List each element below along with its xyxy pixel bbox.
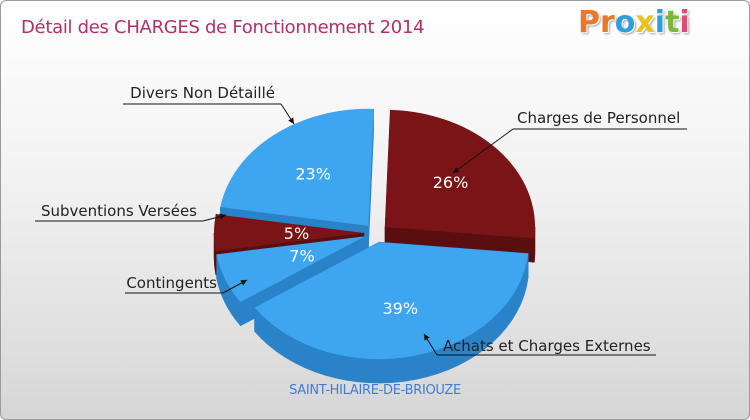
commune-name: SAINT-HILAIRE-DE-BRIOUZE — [289, 383, 461, 398]
leader-arrow — [423, 333, 438, 356]
pie-slice — [214, 214, 365, 251]
pie-slice — [254, 242, 529, 360]
chart-title: Détail des CHARGES de Fonctionnement 201… — [21, 17, 425, 38]
logo-letter: i — [654, 5, 666, 40]
leader-arrow — [452, 128, 514, 174]
slice-percent-label: 7% — [289, 247, 314, 266]
leader-arrow — [280, 103, 295, 125]
leader-arrow — [202, 213, 227, 222]
slice-category-label: Subventions Versées — [41, 202, 197, 220]
logo-letter: P — [578, 5, 600, 40]
logo-letter: o — [614, 5, 636, 40]
proxiti-logo: Proxiti — [578, 5, 690, 40]
logo-letter: i — [679, 5, 690, 40]
pie-slice — [385, 109, 536, 239]
slice-percent-label: 23% — [295, 164, 331, 183]
logo-letter: t — [665, 5, 680, 40]
pie-slice — [220, 108, 374, 226]
slice-category-label: Charges de Personnel — [517, 109, 680, 127]
slice-percent-label: 5% — [284, 224, 309, 243]
logo-letter: r — [600, 5, 615, 40]
leader-arrow — [222, 279, 248, 294]
slice-category-label: Contingents — [126, 274, 217, 292]
slice-percent-label: 39% — [383, 299, 419, 318]
slice-category-label: Achats et Charges Externes — [443, 337, 651, 355]
slice-category-label: Divers Non Détaillé — [130, 84, 275, 102]
pie-slice — [216, 236, 365, 302]
slice-percent-label: 26% — [433, 173, 469, 192]
logo-letter: x — [635, 5, 655, 40]
